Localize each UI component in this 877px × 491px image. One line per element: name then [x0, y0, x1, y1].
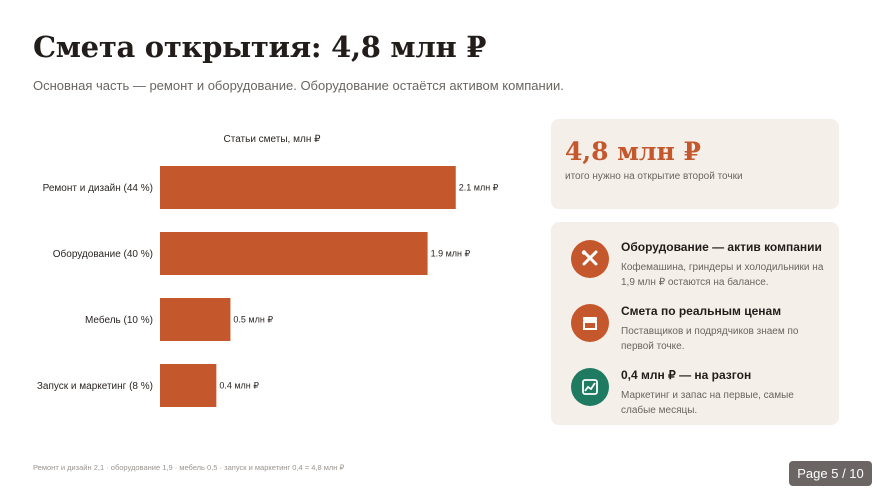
- footnote: Ремонт и дизайн 2,1 · оборудование 1,9 ·…: [33, 463, 345, 472]
- page-title: Смета открытия: 4,8 млн ₽: [33, 30, 487, 64]
- cost-bar-chart: Статьи сметы, млн ₽ Ремонт и дизайн (44 …: [0, 120, 540, 420]
- bar: [160, 364, 217, 407]
- category-label: Запуск и маркетинг (8 %): [37, 381, 153, 392]
- chart-icon: [571, 368, 609, 406]
- tools-icon: [571, 240, 609, 278]
- bar: [160, 232, 428, 275]
- chart-title: Статьи сметы, млн ₽: [224, 134, 322, 145]
- value-label: 2.1 млн ₽: [459, 183, 499, 193]
- bar: [160, 298, 231, 341]
- page-indicator: Page 5 / 10: [789, 461, 872, 486]
- page-subtitle: Основная часть — ремонт и оборудование. …: [33, 78, 564, 93]
- category-label: Ремонт и дизайн (44 %): [43, 183, 153, 194]
- info-item-description: Кофемашина, гриндеры и холодильники на 1…: [621, 262, 824, 288]
- info-item-title: 0,4 млн ₽ — на разгон: [621, 368, 752, 382]
- category-label: Оборудование (40 %): [53, 248, 153, 260]
- category-label: Мебель (10 %): [85, 314, 153, 326]
- value-label: 0.4 млн ₽: [219, 381, 259, 391]
- total-caption: итого нужно на открытие второй точки: [565, 171, 743, 182]
- info-item-description: Маркетинг и запас на первые, самые слабы…: [621, 390, 794, 416]
- info-item-title: Смета по реальным ценам: [621, 304, 782, 318]
- info-item-description: Поставщиков и подрядчиков знаем по перво…: [621, 326, 799, 352]
- value-label: 0.5 млн ₽: [233, 315, 273, 325]
- value-label: 1.9 млн ₽: [431, 249, 471, 259]
- info-item-title: Оборудование — актив компании: [621, 240, 822, 254]
- bar: [160, 166, 456, 209]
- info-card: Оборудование — актив компании Кофемашина…: [551, 222, 839, 425]
- total-value: 4,8 млн ₽: [565, 137, 701, 166]
- summary-card: 4,8 млн ₽ итого нужно на открытие второй…: [551, 119, 839, 209]
- store-icon: [571, 304, 609, 342]
